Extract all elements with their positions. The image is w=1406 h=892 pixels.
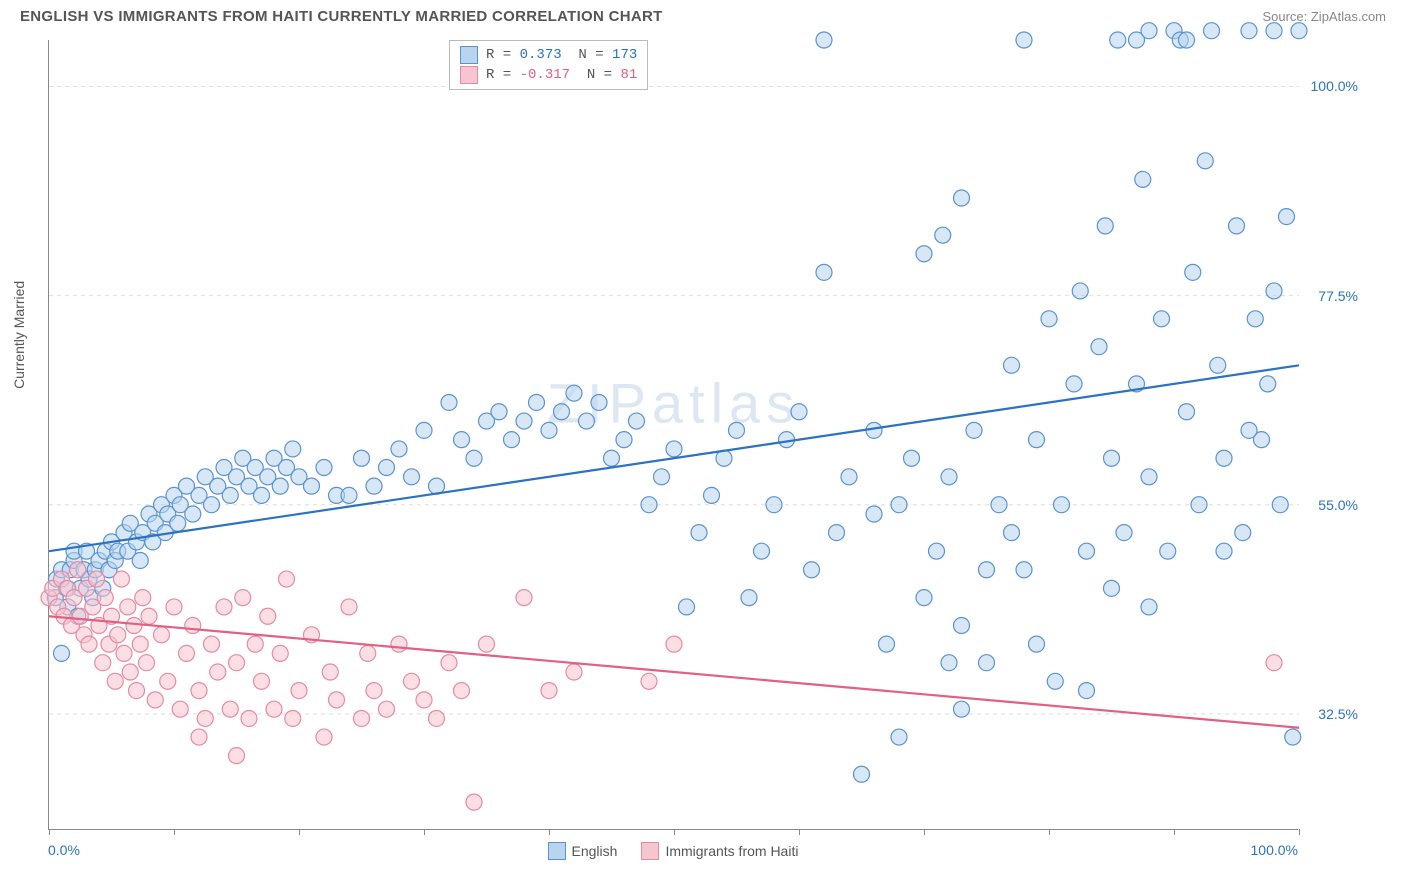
legend-label: Immigrants from Haiti [665,843,798,859]
y-tick-label: 55.0% [1318,497,1358,513]
stats-row: R = -0.317 N = 81 [460,65,637,85]
legend-swatch [548,842,566,860]
x-tick [924,829,925,835]
chart-header: ENGLISH VS IMMIGRANTS FROM HAITI CURRENT… [0,0,1406,29]
y-tick-label: 100.0% [1311,78,1358,94]
x-tick [1174,829,1175,835]
chart-title: ENGLISH VS IMMIGRANTS FROM HAITI CURRENT… [20,8,663,25]
scatter-plot-svg [49,40,1298,829]
x-tick [1299,829,1300,835]
x-tick [49,829,50,835]
stats-swatch [460,66,478,84]
x-tick [799,829,800,835]
legend-label: English [572,843,618,859]
x-tick [424,829,425,835]
y-tick-label: 32.5% [1318,706,1358,722]
legend-swatch [641,842,659,860]
legend-item: English [548,842,618,860]
chart-source: Source: ZipAtlas.com [1262,9,1386,24]
x-tick [1049,829,1050,835]
chart-plot-area: Currently Married ZIPatlas R = 0.373 N =… [48,40,1298,830]
x-tick [549,829,550,835]
correlation-stats-box: R = 0.373 N = 173 R = -0.317 N = 81 [449,40,648,90]
stats-text: R = 0.373 N = 173 [486,47,637,63]
legend-item: Immigrants from Haiti [641,842,798,860]
x-tick [674,829,675,835]
x-tick [174,829,175,835]
x-tick [299,829,300,835]
y-tick-label: 77.5% [1318,288,1358,304]
stats-swatch [460,46,478,64]
y-axis-label: Currently Married [11,280,27,388]
chart-legend: English Immigrants from Haiti [48,842,1298,860]
stats-text: R = -0.317 N = 81 [486,67,637,83]
stats-row: R = 0.373 N = 173 [460,45,637,65]
